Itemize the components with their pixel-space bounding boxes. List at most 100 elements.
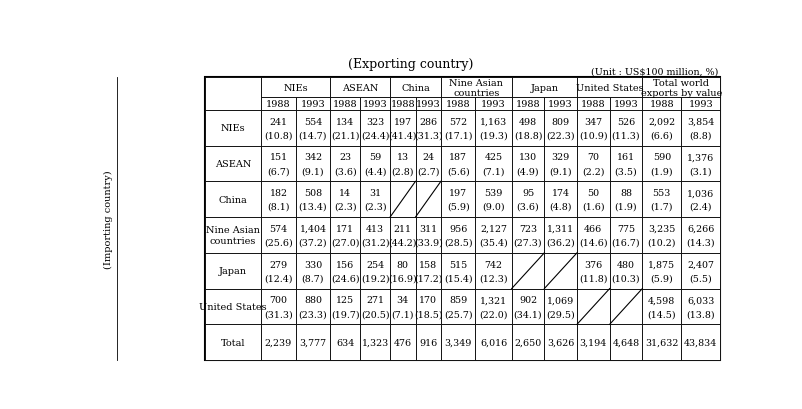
Bar	[261, 110, 295, 146]
Text: 2,650: 2,650	[514, 338, 541, 347]
Text: Total: Total	[221, 338, 245, 347]
Bar	[544, 146, 577, 182]
Text: China: China	[218, 195, 247, 204]
Text: 1993: 1993	[480, 100, 505, 109]
Bar	[475, 253, 511, 289]
Bar	[440, 253, 475, 289]
Bar	[390, 182, 415, 218]
Bar	[475, 218, 511, 253]
Text: (1.7): (1.7)	[650, 202, 672, 211]
Text: 1,875: 1,875	[647, 260, 674, 269]
Bar	[261, 146, 295, 182]
Text: 174: 174	[551, 189, 569, 198]
Text: 70: 70	[586, 153, 598, 162]
Bar	[415, 182, 440, 218]
Bar	[415, 110, 440, 146]
Text: 480: 480	[616, 260, 634, 269]
Bar	[261, 78, 330, 98]
Bar	[609, 218, 642, 253]
Text: 880: 880	[304, 296, 322, 305]
Text: NIEs: NIEs	[221, 124, 245, 133]
Text: 171: 171	[336, 225, 354, 234]
Bar	[330, 218, 360, 253]
Bar	[511, 289, 544, 324]
Text: (3.5): (3.5)	[614, 167, 637, 175]
Bar	[511, 182, 544, 218]
Text: (3.1): (3.1)	[689, 167, 711, 175]
Text: (9.1): (9.1)	[549, 167, 571, 175]
Text: (16.7): (16.7)	[611, 238, 639, 247]
Bar	[475, 110, 511, 146]
Bar	[390, 146, 415, 182]
Text: 158: 158	[419, 260, 437, 269]
Text: 3,626: 3,626	[546, 338, 573, 347]
Bar	[415, 98, 440, 110]
Text: 23: 23	[338, 153, 350, 162]
Bar	[609, 182, 642, 218]
Text: 2,239: 2,239	[265, 338, 292, 347]
Bar	[440, 182, 475, 218]
Text: Japan: Japan	[529, 84, 557, 93]
Text: (34.1): (34.1)	[513, 309, 541, 318]
Bar	[415, 146, 440, 182]
Text: 24: 24	[422, 153, 434, 162]
Text: (36.2): (36.2)	[545, 238, 574, 247]
Bar	[360, 253, 390, 289]
Text: 286: 286	[419, 117, 437, 126]
Bar	[440, 218, 475, 253]
Text: (13.4): (13.4)	[298, 202, 327, 211]
Bar	[261, 98, 295, 110]
Text: 1988: 1988	[265, 100, 290, 109]
Bar	[205, 182, 261, 218]
Text: (4.9): (4.9)	[516, 167, 539, 175]
Bar	[475, 146, 511, 182]
Bar	[609, 98, 642, 110]
Text: 1988: 1988	[333, 100, 357, 109]
Text: (4.8): (4.8)	[549, 202, 571, 211]
Text: (12.4): (12.4)	[264, 274, 293, 283]
Text: (11.8): (11.8)	[578, 274, 607, 283]
Text: Japan: Japan	[219, 267, 247, 276]
Bar	[642, 324, 681, 360]
Text: (31.3): (31.3)	[413, 131, 442, 140]
Text: (3.6): (3.6)	[334, 167, 356, 175]
Bar	[577, 78, 642, 98]
Text: 2,407: 2,407	[687, 260, 714, 269]
Text: 515: 515	[448, 260, 467, 269]
Text: 197: 197	[448, 189, 467, 198]
Text: 508: 508	[303, 189, 322, 198]
Bar	[330, 182, 360, 218]
Bar	[681, 324, 719, 360]
Text: 125: 125	[336, 296, 354, 305]
Bar	[609, 289, 642, 324]
Text: 13: 13	[396, 153, 408, 162]
Bar	[390, 78, 440, 98]
Text: 254: 254	[366, 260, 383, 269]
Bar	[544, 218, 577, 253]
Bar	[440, 110, 475, 146]
Text: 1993: 1993	[548, 100, 573, 109]
Text: (2.3): (2.3)	[334, 202, 356, 211]
Text: 130: 130	[518, 153, 537, 162]
Text: (4.4): (4.4)	[363, 167, 386, 175]
Bar	[205, 146, 261, 182]
Text: (1.6): (1.6)	[581, 202, 604, 211]
Bar	[360, 98, 390, 110]
Text: (31.3): (31.3)	[264, 309, 293, 318]
Bar	[330, 146, 360, 182]
Text: 809: 809	[551, 117, 569, 126]
Text: (28.5): (28.5)	[444, 238, 472, 247]
Text: (17.2): (17.2)	[414, 274, 442, 283]
Bar	[475, 324, 511, 360]
Text: (19.3): (19.3)	[479, 131, 508, 140]
Text: 330: 330	[303, 260, 322, 269]
Text: 1,163: 1,163	[480, 117, 507, 126]
Text: (2.7): (2.7)	[416, 167, 439, 175]
Text: 1,323: 1,323	[361, 338, 388, 347]
Bar	[642, 182, 681, 218]
Bar	[415, 253, 440, 289]
Bar	[360, 218, 390, 253]
Bar	[330, 110, 360, 146]
Bar	[390, 98, 415, 110]
Text: NIEs: NIEs	[283, 84, 308, 93]
